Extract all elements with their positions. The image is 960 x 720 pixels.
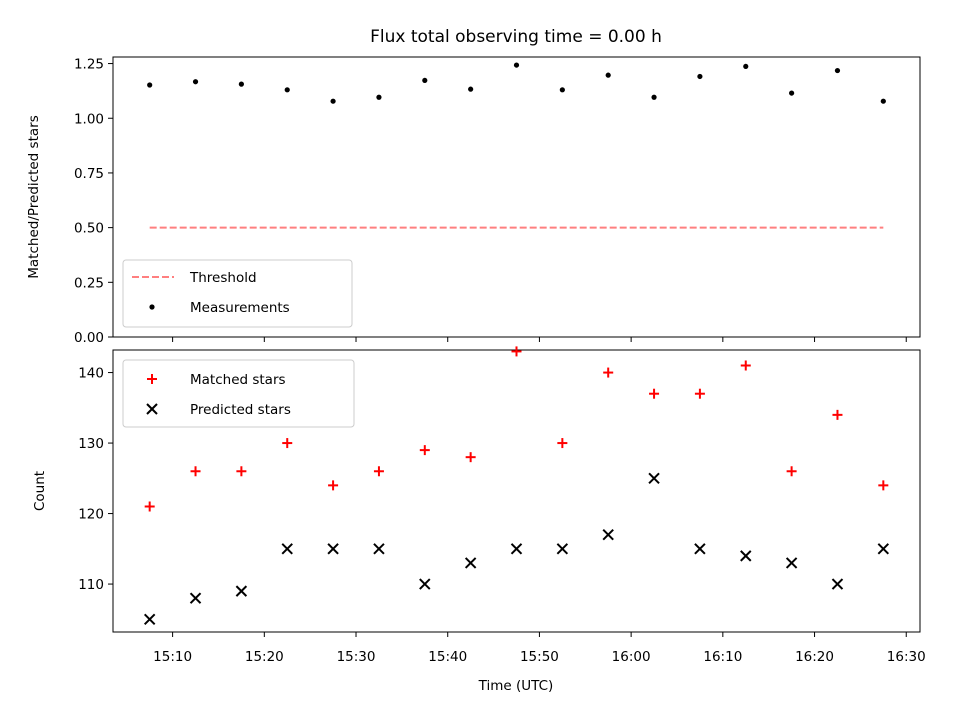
matched-star-point (786, 466, 797, 477)
x-tick-label: 16:00 (612, 649, 651, 665)
matched-star-point (190, 466, 201, 477)
top-y-tick-label: 0.25 (74, 275, 104, 291)
predicted-star-point (327, 543, 339, 555)
measurement-point (605, 72, 611, 78)
measurement-point (238, 81, 244, 87)
x-tick-label: 16:10 (703, 649, 742, 665)
x-tick-label: 15:40 (428, 649, 467, 665)
matched-star-point (373, 466, 384, 477)
top-y-axis-label: Matched/Predicted stars (26, 115, 42, 278)
measurement-point (513, 62, 520, 68)
matched-star-point (465, 452, 476, 463)
x-tick-label: 15:20 (245, 649, 284, 665)
measurement-point (330, 98, 336, 104)
top-series-layer (147, 62, 886, 229)
bottom-panel: 110 120 130 140 15:10 15:20 15:30 15:40 15:50 16… (32, 346, 926, 694)
x-axis-label: Time (UTC) (478, 678, 554, 694)
top-panel: Flux total observing time = 0.00 h 0.000… (26, 27, 921, 346)
top-x-axis (172, 337, 907, 342)
predicted-star-point (877, 543, 890, 555)
legend-predicted-label: Predicted stars (190, 402, 291, 418)
legend-predicted-swatch (146, 403, 158, 415)
predicted-star-point (373, 543, 385, 555)
measurement-point (192, 79, 199, 85)
top-y-tick-label: 0.00 (74, 330, 104, 346)
measurement-point (789, 90, 795, 96)
bottom-y-axis: 110 120 130 140 (78, 366, 113, 593)
predicted-star-point (235, 585, 248, 597)
top-y-axis: 0.00 0.25 0.50 0.75 1.00 1.25 (74, 57, 113, 346)
measurement-point (468, 86, 474, 92)
bottom-y-tick-label: 110 (78, 577, 104, 593)
measurement-point (651, 94, 657, 100)
predicted-star-point (602, 529, 614, 541)
measurement-point (422, 77, 428, 84)
matched-star-point (419, 445, 430, 456)
top-legend-box (122, 259, 353, 328)
measurement-point (743, 63, 749, 70)
predicted-star-point (464, 557, 477, 569)
matched-star-point (878, 480, 889, 491)
matched-star-point (832, 409, 843, 420)
predicted-star-point (189, 592, 202, 604)
bottom-series-layer (143, 346, 890, 626)
predicted-star-point (510, 543, 523, 555)
legend-measurements-swatch (149, 304, 155, 310)
measurement-point (880, 98, 886, 104)
matched-star-point (144, 501, 155, 512)
top-y-tick-label: 0.50 (74, 221, 104, 237)
legend-measurements-label: Measurements (190, 300, 290, 316)
predicted-star-point (556, 543, 569, 555)
bottom-legend: Matched stars Predicted stars (122, 359, 355, 428)
measurement-point (697, 73, 703, 80)
predicted-star-point (785, 557, 798, 569)
predicted-star-point (694, 543, 706, 555)
matched-star-point (694, 388, 705, 399)
chart-title: Flux total observing time = 0.00 h (370, 27, 662, 47)
predicted-star-point (419, 578, 431, 590)
predicted-star-point (740, 550, 752, 562)
bottom-y-tick-label: 120 (78, 507, 104, 523)
top-legend: Threshold Measurements (122, 259, 353, 328)
top-y-tick-label: 1.25 (74, 57, 104, 73)
x-tick-label: 15:30 (337, 649, 376, 665)
bottom-y-axis-label: Count (32, 471, 48, 511)
top-y-tick-label: 1.00 (74, 111, 104, 127)
predicted-star-point (143, 613, 156, 626)
bottom-y-tick-label: 130 (78, 436, 104, 452)
measurement-point (376, 94, 382, 100)
matched-star-point (236, 466, 247, 477)
matched-star-point (511, 346, 522, 357)
predicted-star-point (281, 543, 293, 555)
legend-threshold-label: Threshold (189, 270, 257, 286)
matched-star-point (603, 367, 614, 378)
legend-matched-label: Matched stars (190, 372, 286, 388)
bottom-legend-box (122, 359, 355, 428)
measurement-point (284, 87, 290, 93)
bottom-x-axis: 15:10 15:20 15:30 15:40 15:50 16:00 16:10 16:20… (153, 632, 926, 665)
matched-star-point (328, 480, 339, 491)
x-tick-label: 16:20 (795, 649, 834, 665)
measurement-point (834, 67, 841, 74)
top-y-tick-label: 0.75 (74, 166, 104, 182)
measurement-point (147, 82, 153, 88)
legend-matched-swatch (147, 374, 157, 384)
matched-star-point (740, 360, 751, 371)
matched-star-point (557, 438, 568, 449)
top-axes-frame (112, 56, 921, 338)
bottom-y-tick-label: 140 (78, 366, 104, 382)
x-tick-label: 15:10 (153, 649, 192, 665)
matched-star-point (282, 438, 293, 449)
x-tick-label: 15:50 (520, 649, 559, 665)
predicted-star-point (831, 578, 844, 590)
matched-star-point (649, 388, 660, 399)
predicted-star-point (648, 472, 660, 485)
x-tick-label: 16:30 (887, 649, 926, 665)
measurement-point (559, 87, 565, 93)
